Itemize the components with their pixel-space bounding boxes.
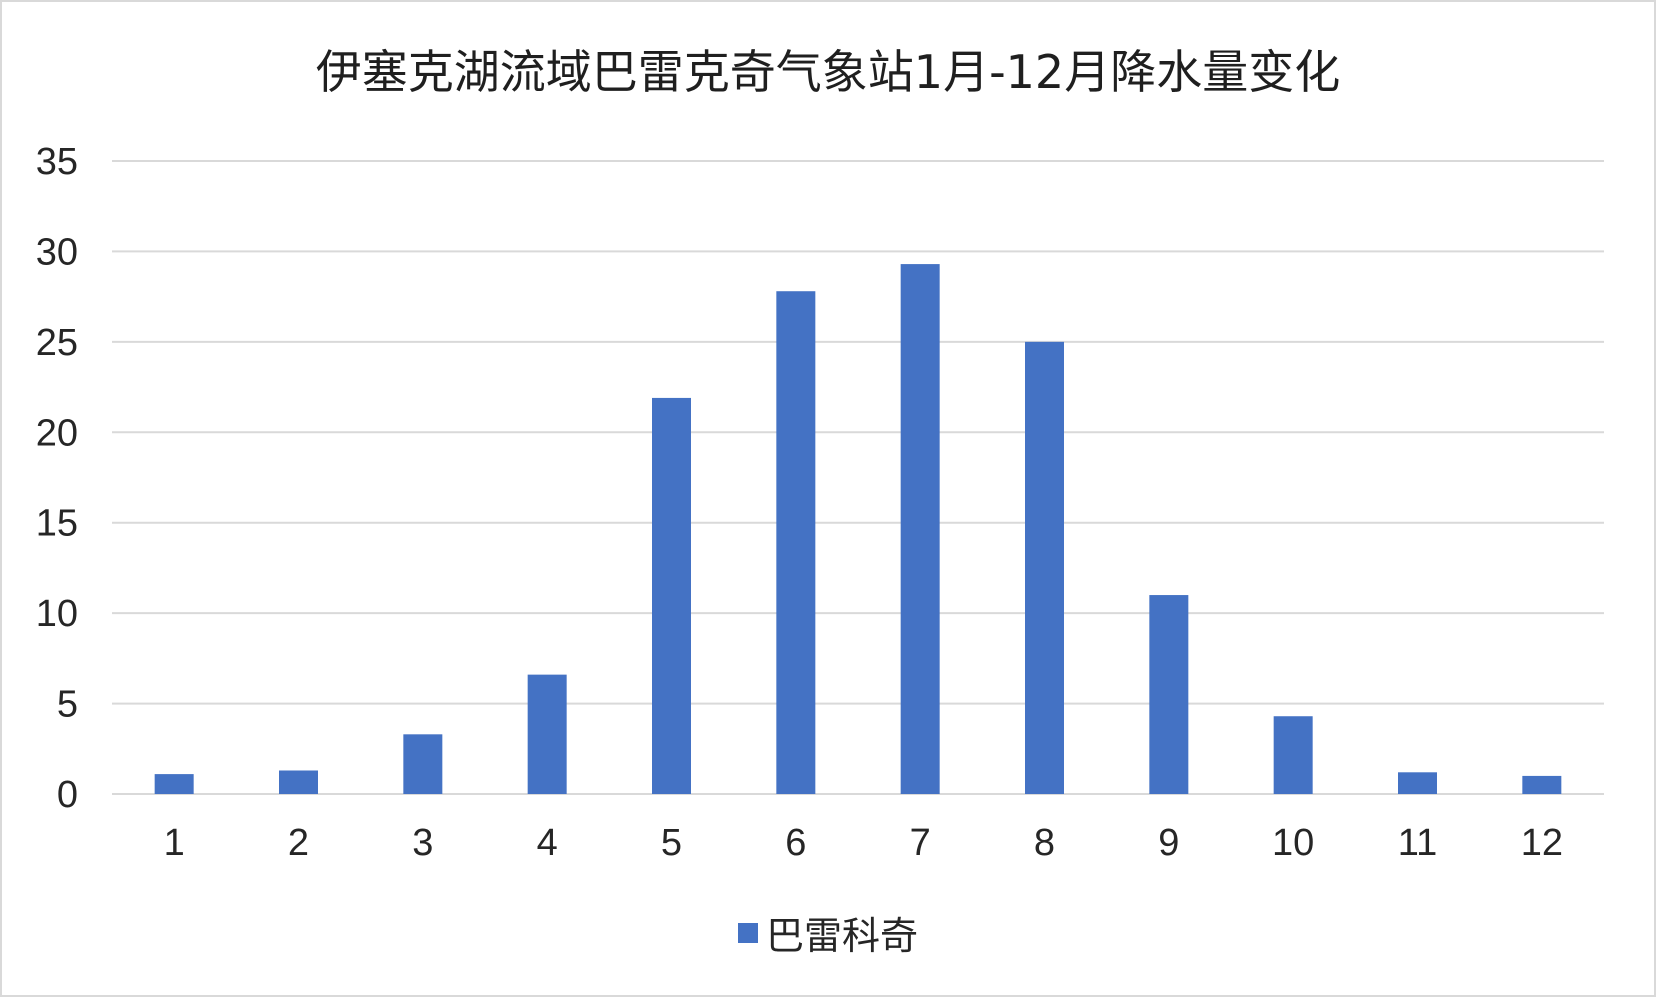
- x-tick-label: 6: [785, 822, 806, 864]
- legend: 巴雷科奇: [0, 905, 1656, 960]
- x-tick-label: 11: [1398, 822, 1437, 864]
- bar-series: [154, 264, 1562, 794]
- legend-label: 巴雷科奇: [765, 914, 918, 958]
- x-tick-label: 10: [1272, 822, 1314, 864]
- bar-month-5: [652, 397, 691, 794]
- y-tick-label: 30: [36, 231, 78, 273]
- bar-month-10: [1273, 716, 1313, 794]
- y-tick-label: 20: [36, 412, 78, 454]
- x-tick-label: 8: [1034, 822, 1055, 864]
- x-tick-label: 12: [1521, 822, 1563, 864]
- bar-month-6: [776, 291, 816, 794]
- bar-month-2: [279, 770, 318, 794]
- chart-title: 伊塞克湖流域巴雷克奇气象站1月-12月降水量变化: [315, 45, 1341, 99]
- x-tick-label: 5: [661, 822, 682, 864]
- bar-month-1: [154, 774, 194, 794]
- x-tick-label: 2: [288, 822, 309, 864]
- bar-month-12: [1522, 775, 1562, 794]
- y-axis: 0 5 10 15 20 25 30 35: [36, 141, 78, 816]
- y-tick-label: 15: [36, 503, 78, 545]
- gridlines: [112, 160, 1604, 795]
- x-tick-label: 9: [1158, 822, 1179, 864]
- legend-swatch: [737, 922, 758, 943]
- y-tick-label: 35: [36, 141, 78, 183]
- x-tick-label: 1: [164, 822, 185, 864]
- y-tick-label: 10: [36, 593, 78, 635]
- bar-month-7: [900, 264, 940, 794]
- bar-month-4: [527, 674, 567, 794]
- x-tick-label: 4: [537, 822, 558, 864]
- y-tick-label: 5: [57, 684, 78, 726]
- y-tick-label: 0: [57, 774, 78, 816]
- bar-month-3: [403, 734, 443, 794]
- y-tick-label: 25: [36, 322, 78, 364]
- bar-month-9: [1149, 595, 1189, 794]
- bar-month-8: [1025, 341, 1064, 794]
- x-tick-label: 3: [412, 822, 433, 864]
- x-tick-label: 7: [910, 822, 931, 864]
- bar-month-11: [1398, 772, 1437, 794]
- x-axis: 1 2 3 4 5 6 7 8 9 10 11 12: [164, 822, 1563, 864]
